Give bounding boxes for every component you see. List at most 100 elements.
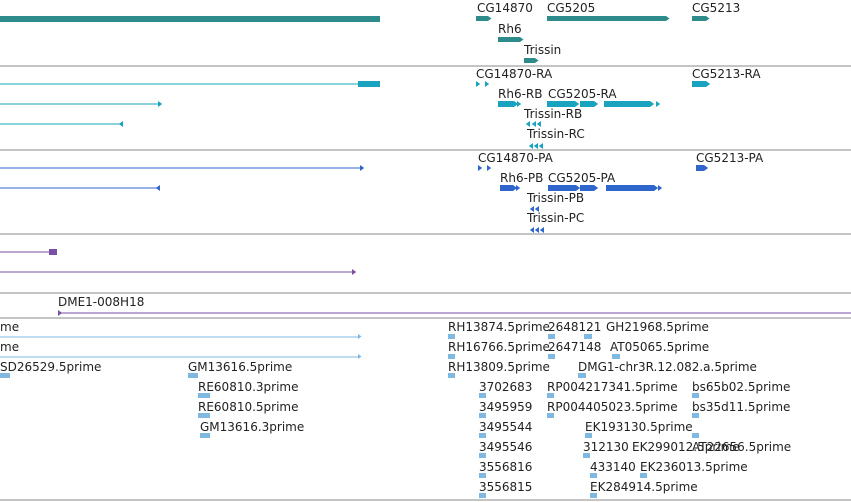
exon-arrow[interactable] — [487, 165, 492, 171]
est-feature[interactable] — [0, 373, 10, 378]
feature-end[interactable] — [352, 269, 357, 275]
est-feature[interactable] — [548, 354, 555, 359]
feature-label[interactable]: CG14870 — [477, 1, 533, 15]
polypeptide-rh6-pb[interactable] — [500, 185, 513, 191]
feature-label[interactable]: CG5213-PA — [696, 151, 764, 165]
polypeptide-end[interactable] — [155, 185, 160, 191]
polypeptide-cg5205-exon3-tip[interactable] — [654, 185, 659, 191]
gene-feature-trissin[interactable] — [524, 58, 535, 63]
gene-feature-trissin-tip[interactable] — [535, 58, 539, 63]
feature-label[interactable]: RH13874.5prime — [448, 320, 550, 334]
exon-arrow[interactable] — [539, 227, 544, 233]
feature-label[interactable]: EK236013.5prime — [640, 460, 748, 474]
gene-feature-rh6-tip[interactable] — [520, 37, 524, 42]
est-feature[interactable] — [448, 334, 455, 339]
feature-label[interactable]: GH21968.5prime — [606, 320, 709, 334]
est-feature[interactable] — [692, 413, 699, 418]
est-feature[interactable] — [590, 493, 597, 498]
transcript-end[interactable] — [158, 101, 163, 107]
feature-label[interactable]: AT22656.5prime — [692, 440, 792, 454]
feature-label[interactable]: GM13616.3prime — [200, 420, 305, 434]
feature-label[interactable]: CG5205 — [547, 1, 596, 15]
feature-label[interactable]: 3556815 — [479, 480, 533, 494]
feature-block[interactable] — [49, 249, 57, 255]
feature-label[interactable]: Trissin — [524, 43, 562, 57]
polypeptide-cg5205-exon2[interactable] — [580, 185, 594, 191]
est-feature[interactable] — [640, 473, 647, 478]
feature-label[interactable]: CG5213 — [692, 1, 741, 15]
feature-label[interactable]: 3556816 — [479, 460, 533, 474]
feature-label[interactable]: Rh6 — [498, 22, 522, 36]
exon-arrow[interactable] — [534, 206, 539, 212]
gene-feature-cg5213[interactable] — [692, 16, 706, 21]
gene-feature[interactable] — [0, 16, 380, 22]
gene-feature-rh6[interactable] — [498, 37, 520, 42]
feature-label[interactable]: bs35d11.5prime — [692, 400, 791, 414]
gene-feature-cg5213-tip[interactable] — [706, 16, 710, 21]
feature-label[interactable]: CG5213-RA — [692, 67, 761, 81]
feature-label[interactable]: EK299012.5prime — [632, 440, 740, 454]
exon-arrow[interactable] — [529, 227, 534, 233]
polypeptide-cg5213-pa-tip[interactable] — [704, 165, 709, 171]
exon-arrow[interactable] — [533, 143, 538, 149]
feature-label[interactable]: RE60810.3prime — [198, 380, 299, 394]
feature-label[interactable]: SD26529.5prime — [0, 360, 102, 374]
transcript-rh6-rb-tip[interactable] — [514, 101, 519, 107]
feature-label[interactable]: 3495546 — [479, 440, 533, 454]
feature-label[interactable]: Rh6-PB — [500, 171, 544, 185]
est-feature[interactable] — [584, 334, 592, 339]
exon-arrow[interactable] — [534, 227, 539, 233]
feature-label[interactable]: 312130 — [583, 440, 629, 454]
feature-label[interactable]: 3495959 — [479, 400, 533, 414]
est-feature[interactable] — [585, 433, 592, 438]
exon-arrow[interactable] — [476, 81, 481, 87]
exon-arrow[interactable] — [525, 121, 530, 127]
feature-label[interactable]: AT05065.5prime — [610, 340, 710, 354]
transcript-cg5205-exon3[interactable] — [604, 101, 650, 107]
exon-arrow[interactable] — [538, 143, 543, 149]
est-end[interactable] — [358, 334, 362, 339]
exon-arrow[interactable] — [485, 81, 490, 87]
polypeptide-cg5205-exon2-tip[interactable] — [594, 185, 599, 191]
transcript-cg5205-exon1-tip[interactable] — [575, 101, 580, 107]
est-feature[interactable] — [578, 373, 586, 378]
exon-arrow[interactable] — [528, 143, 533, 149]
feature-label[interactable]: CG5205-RA — [548, 87, 617, 101]
feature-label[interactable]: CG14870-RA — [476, 67, 553, 81]
est-feature[interactable] — [479, 393, 486, 398]
exon-arrow[interactable] — [536, 121, 541, 127]
feature-label[interactable]: Trissin-PB — [527, 191, 585, 205]
est-feature[interactable] — [198, 413, 210, 418]
est-feature[interactable] — [198, 393, 210, 398]
feature-label[interactable]: EK193130.5prime — [585, 420, 693, 434]
transcript-cg5213-ra-tip[interactable] — [706, 81, 711, 87]
exon-arrow[interactable] — [478, 165, 483, 171]
polypeptide-cg5213-pa[interactable] — [696, 165, 704, 171]
transcript-rh6-rb[interactable] — [498, 101, 514, 107]
exon-arrow[interactable] — [529, 206, 534, 212]
feature-label[interactable]: 2648121 — [548, 320, 602, 334]
feature-label[interactable]: Trissin-RB — [524, 107, 583, 121]
exon-arrow[interactable] — [517, 101, 522, 107]
est-feature[interactable] — [448, 354, 455, 359]
est-feature[interactable] — [547, 393, 554, 398]
est-feature[interactable] — [612, 354, 620, 359]
feature-label[interactable]: DME1-008H18 — [58, 295, 145, 309]
feature-label[interactable]: 433140 — [590, 460, 636, 474]
feature-label[interactable]: RH16766.5prime — [448, 340, 550, 354]
polypeptide-rh6-pb-tip[interactable] — [513, 185, 518, 191]
feature-label[interactable]: Trissin-RC — [527, 127, 585, 141]
est-feature[interactable] — [548, 334, 555, 339]
exon-arrow[interactable] — [531, 121, 536, 127]
polypeptide-cg5205-exon1-tip[interactable] — [576, 185, 581, 191]
exon-arrow[interactable] — [516, 185, 521, 191]
polypeptide-end[interactable] — [360, 165, 365, 171]
feature-label[interactable]: CG14870-PA — [478, 151, 553, 165]
feature-label[interactable]: EK284914.5prime — [590, 480, 698, 494]
feature-label[interactable]: me — [0, 340, 20, 354]
feature-label[interactable]: Trissin-PC — [527, 211, 585, 225]
est-feature[interactable] — [479, 413, 486, 418]
feature-label[interactable]: RP004405023.5prime — [547, 400, 678, 414]
